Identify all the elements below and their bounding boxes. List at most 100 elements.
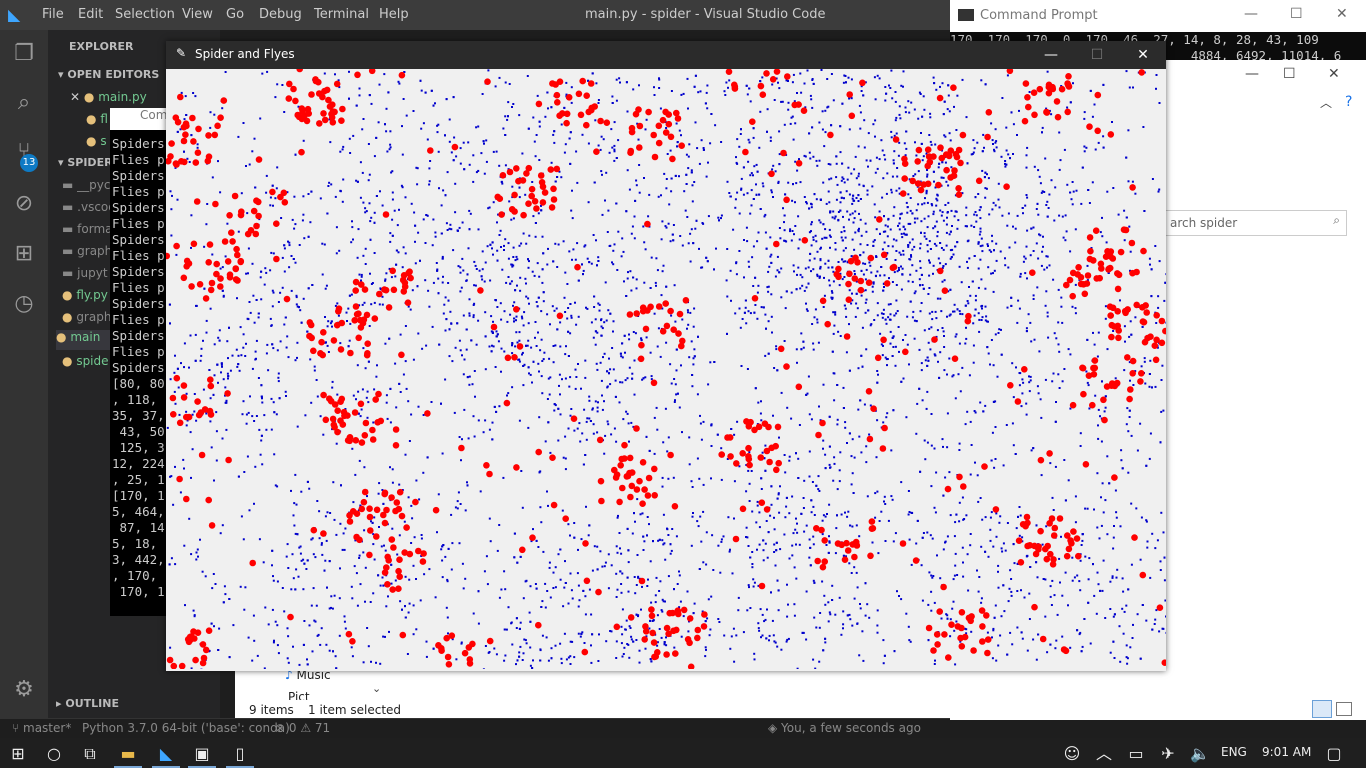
extensions-icon[interactable]: ⊞: [14, 241, 34, 266]
fly-dot: [876, 74, 879, 77]
game-titlebar[interactable]: [166, 41, 1166, 69]
open-editors-section[interactable]: ▾ OPEN EDITORS: [58, 68, 160, 81]
fly-dot: [883, 241, 886, 244]
fly-dot: [1007, 600, 1010, 603]
open-editor-3[interactable]: ● s: [86, 134, 107, 148]
cmd-maximize-icon[interactable]: ☐: [1290, 6, 1303, 22]
fly-dot: [596, 368, 599, 371]
pictures-folder[interactable]: Pict: [288, 690, 310, 700]
fly-dot: [853, 456, 856, 459]
fly-dot: [518, 360, 521, 363]
tree-file-spider[interactable]: ● spide: [62, 354, 109, 368]
fly-dot: [659, 355, 662, 358]
fly-dot: [271, 608, 274, 611]
menu-selection[interactable]: Selection: [115, 7, 175, 22]
fly-dot: [898, 187, 901, 190]
fly-dot: [936, 235, 939, 238]
fly-dot: [594, 330, 597, 333]
fly-dot: [613, 243, 616, 246]
fly-dot: [989, 528, 992, 531]
fly-dot: [610, 128, 613, 131]
tree-folder-pycache[interactable]: ▬ __pyc: [62, 178, 111, 192]
fly-dot: [656, 428, 659, 431]
menu-edit[interactable]: Edit: [78, 7, 104, 22]
git-history-icon[interactable]: ◷: [14, 291, 34, 316]
minimize-icon[interactable]: —: [1044, 47, 1058, 63]
fly-dot: [503, 350, 506, 353]
fly-dot: [726, 295, 729, 298]
scroll-down-icon[interactable]: ⌄: [372, 682, 382, 695]
music-folder[interactable]: ♪ Music: [285, 668, 331, 682]
terminal-titlebar[interactable]: Com: [110, 108, 170, 130]
explorer-minimize-icon[interactable]: —: [1245, 66, 1259, 82]
search-box[interactable]: arch spider ⌕: [1165, 210, 1347, 236]
fly-dot: [335, 533, 338, 536]
explorer-close-icon[interactable]: ✕: [1328, 66, 1340, 82]
menu-debug[interactable]: Debug: [259, 7, 302, 22]
fly-dot: [570, 316, 573, 319]
chevron-up-icon[interactable]: ︿: [1320, 96, 1333, 110]
fly-dot: [511, 185, 514, 188]
explorer-maximize-icon[interactable]: ☐: [1283, 66, 1296, 82]
tree-file-main[interactable]: ● main: [56, 330, 110, 350]
fly-dot: [401, 186, 404, 189]
fly-dot: [929, 116, 932, 119]
fly-dot: [274, 620, 277, 623]
fly-dot: [324, 515, 327, 518]
files-icon[interactable]: ❐: [14, 41, 34, 66]
tree-folder-formats[interactable]: ▬ forma: [62, 222, 113, 236]
open-editor-main[interactable]: ✕ ● main.py: [70, 90, 147, 104]
fly-dot: [714, 124, 717, 127]
tree-folder-vscode[interactable]: ▬ .vscod: [62, 200, 116, 214]
cmd-minimize-icon[interactable]: —: [1244, 6, 1258, 22]
fly-dot: [981, 169, 984, 172]
menu-view[interactable]: View: [182, 7, 213, 22]
fly-dot: [515, 663, 517, 666]
fly-dot: [888, 277, 890, 280]
gear-icon[interactable]: ⚙: [14, 677, 34, 702]
debug-icon[interactable]: ⊘: [14, 191, 34, 216]
fly-dot: [905, 201, 908, 204]
menu-file[interactable]: File: [42, 7, 64, 22]
fly-dot: [857, 175, 860, 178]
project-section[interactable]: ▾ SPIDER: [58, 156, 113, 169]
menu-go[interactable]: Go: [226, 7, 245, 22]
fly-dot: [890, 130, 893, 133]
fly-dot: [632, 425, 635, 428]
fly-dot: [936, 329, 939, 332]
fly-dot: [884, 230, 887, 233]
simulation-canvas[interactable]: [166, 69, 1166, 669]
fly-dot: [966, 410, 969, 413]
menu-help[interactable]: Help: [379, 7, 409, 22]
fly-dot: [195, 419, 198, 422]
tree-file-graph[interactable]: ● graph: [62, 310, 112, 324]
fly-dot: [692, 363, 695, 366]
fly-dot: [596, 410, 599, 413]
outline-section[interactable]: ▸ OUTLINE: [56, 697, 119, 710]
help-icon[interactable]: ?: [1345, 94, 1353, 110]
tree-folder-graphs[interactable]: ▬ graph: [62, 244, 113, 258]
open-editor-2[interactable]: ● fl: [86, 112, 108, 126]
fly-dot: [277, 376, 280, 379]
fly-dot: [889, 318, 892, 321]
close-icon[interactable]: ✕: [1137, 47, 1149, 63]
maximize-icon[interactable]: ☐: [1090, 47, 1104, 63]
fly-dot: [844, 75, 847, 77]
fly-dot: [440, 232, 443, 235]
fly-dot: [846, 614, 849, 617]
details-view-icon[interactable]: [1312, 700, 1332, 718]
thumbnail-view-icon[interactable]: [1336, 702, 1352, 716]
cmd-titlebar[interactable]: [950, 0, 1366, 32]
tree-file-fly[interactable]: ● fly.py: [62, 288, 108, 302]
cmd-close-icon[interactable]: ✕: [1336, 6, 1348, 22]
fly-dot: [507, 392, 510, 395]
fly-dot: [991, 139, 994, 142]
fly-dot: [169, 190, 172, 193]
search-icon[interactable]: ⌕: [17, 90, 31, 115]
fly-dot: [243, 608, 246, 611]
tree-folder-jupyter[interactable]: ▬ jupyt: [62, 266, 108, 280]
fly-dot: [437, 292, 440, 295]
menu-terminal[interactable]: Terminal: [314, 7, 369, 22]
fly-dot: [803, 154, 806, 157]
fly-dot: [203, 245, 206, 248]
